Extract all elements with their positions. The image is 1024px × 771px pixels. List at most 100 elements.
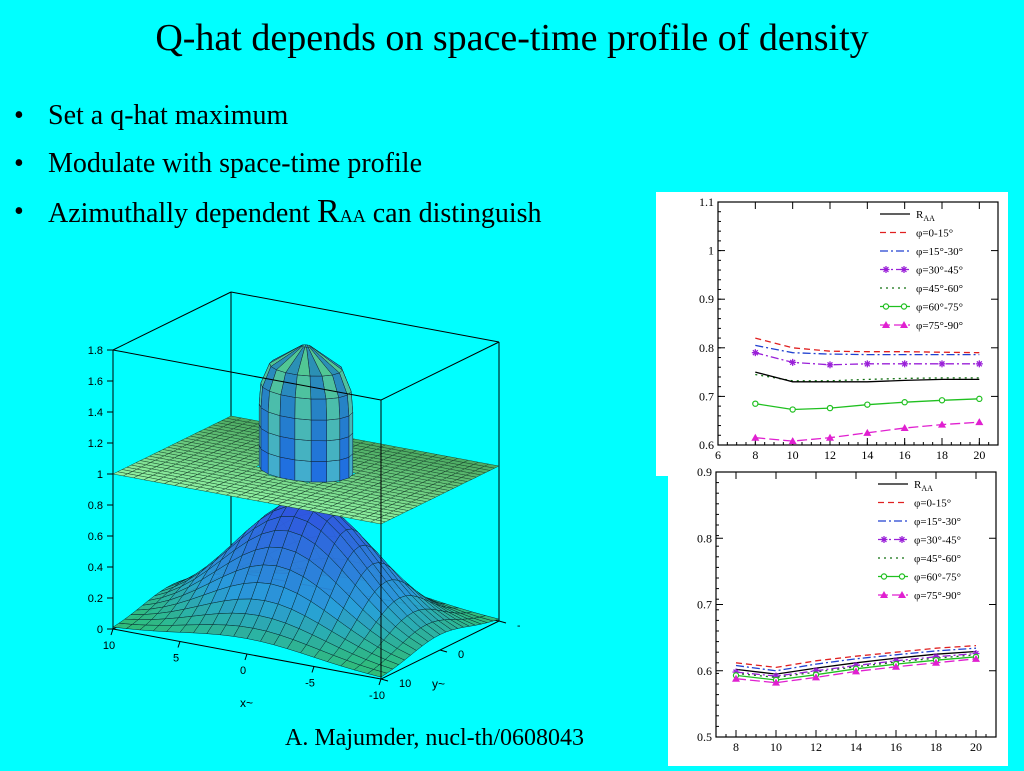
bullet-text-pre: Azimuthally dependent	[48, 198, 317, 229]
qhat-peak-patch	[326, 398, 340, 420]
qhat-peak-patch	[327, 439, 340, 461]
series-marker	[939, 398, 944, 403]
series-marker	[881, 574, 886, 579]
series-marker	[899, 536, 906, 543]
series-marker	[977, 396, 982, 401]
series-marker	[752, 349, 759, 356]
series-marker	[865, 402, 870, 407]
series-marker	[883, 304, 888, 309]
series-line	[755, 372, 979, 382]
qhat-peak-patch	[311, 420, 327, 441]
series-marker	[881, 536, 888, 543]
qhat-peak-patch	[295, 460, 311, 482]
series-marker	[789, 359, 796, 366]
x-tick-label: 20	[970, 740, 982, 754]
plot-box-edge	[381, 342, 499, 400]
bullet-item: • Set a q-hat maximum	[14, 92, 542, 140]
x-tick-mark	[111, 629, 113, 635]
series-marker	[975, 418, 983, 425]
qhat-peak-patch	[280, 416, 295, 440]
y-tick-label: 0.9	[697, 465, 712, 479]
x-tick-label: -10	[369, 690, 385, 702]
legend-label: φ=45°-60°	[916, 283, 963, 295]
qhat-peak-patch	[340, 416, 349, 439]
bullet-text-post: can distinguish	[366, 198, 542, 229]
legend-label: φ=60°-75°	[916, 302, 963, 314]
y-axis-label: y~	[432, 677, 445, 691]
series-marker	[901, 266, 908, 273]
series-marker	[790, 407, 795, 412]
y-tick-label: -10	[517, 620, 520, 632]
plot-frame	[716, 472, 996, 737]
y-tick-mark	[499, 621, 506, 623]
bullet-text-aa: AA	[340, 206, 366, 226]
legend-label: φ=15°-30°	[914, 516, 961, 528]
legend: RAA φ=0-15° φ=15°-30° φ=30°-45° φ=45°-60° φ=6…	[878, 479, 961, 602]
series-marker	[901, 424, 909, 431]
qhat-peak-patch	[295, 398, 311, 421]
series-marker	[753, 401, 758, 406]
series-path	[755, 372, 979, 382]
x-tick-label: 10	[103, 640, 115, 652]
x-tick-label: 0	[240, 665, 246, 677]
series-marker	[827, 361, 834, 368]
x-tick-label: 8	[733, 740, 739, 754]
z-tick-label: 0	[97, 624, 103, 636]
citation: A. Majumder, nucl-th/0608043	[285, 725, 584, 752]
series-marker	[976, 360, 983, 367]
series-marker	[939, 360, 946, 367]
z-tick-label: 1.4	[88, 407, 103, 419]
legend-label: φ=45°-60°	[914, 553, 961, 565]
y-tick-label: 0.8	[697, 531, 712, 545]
bullet-dot: •	[14, 92, 24, 140]
series-marker	[899, 574, 904, 579]
series-marker	[902, 400, 907, 405]
bullet-item: • Modulate with space-time profile	[14, 140, 542, 188]
legend-label: φ=0-15°	[914, 498, 951, 510]
legend-label: RAA	[916, 209, 935, 223]
legend-label: φ=15°-30°	[916, 246, 963, 258]
qhat-peak-patch	[280, 457, 295, 480]
y-tick-label: 0.9	[699, 292, 714, 306]
legend-label: φ=30°-45°	[914, 535, 961, 547]
series-marker	[883, 266, 890, 273]
z-tick-label: 0.8	[88, 500, 103, 512]
qhat-peak-patch	[349, 412, 353, 436]
bullet-item: • Azimuthally dependent RAA can distingu…	[14, 188, 542, 240]
plot-box-edge	[231, 292, 499, 342]
legend-label: φ=60°-75°	[914, 572, 961, 584]
y-tick-label: 0.6	[699, 438, 714, 452]
plot-box-edge	[113, 292, 231, 350]
qhat-peak-patch	[295, 419, 311, 441]
x-tick-label: -5	[305, 678, 315, 690]
x-tick-mark	[312, 667, 314, 673]
qhat-peak-patch	[268, 391, 281, 416]
legend-label: φ=30°-45°	[916, 265, 963, 277]
x-tick-mark	[245, 654, 247, 660]
qhat-peak-patch	[349, 454, 353, 478]
z-tick-label: 0.6	[88, 531, 103, 543]
series-marker	[901, 360, 908, 367]
qhat-peak-patch	[280, 436, 295, 460]
series-path	[755, 338, 979, 353]
qhat-peak-patch	[311, 441, 327, 462]
series-marker	[751, 434, 759, 441]
y-tick-mark	[440, 650, 447, 652]
y-tick-label: 0.5	[697, 730, 712, 744]
z-tick-label: 1.8	[88, 345, 103, 357]
x-axis-label: x~	[240, 696, 253, 710]
qhat-peak-patch	[268, 453, 280, 477]
y-tick-mark	[381, 679, 388, 681]
legend-label: φ=0-15°	[916, 228, 953, 240]
x-tick-label: 12	[810, 740, 822, 754]
y-tick-label: 0.7	[699, 389, 714, 403]
surface-plot: 1.81.61.41.210.80.60.40.201050-5-10-1001…	[70, 255, 520, 715]
series-line	[755, 338, 979, 353]
qhat-peak-patch	[340, 457, 349, 480]
qhat-peak-patch	[311, 461, 327, 482]
x-tick-label: 18	[930, 740, 942, 754]
legend-label: RAA	[914, 479, 933, 493]
